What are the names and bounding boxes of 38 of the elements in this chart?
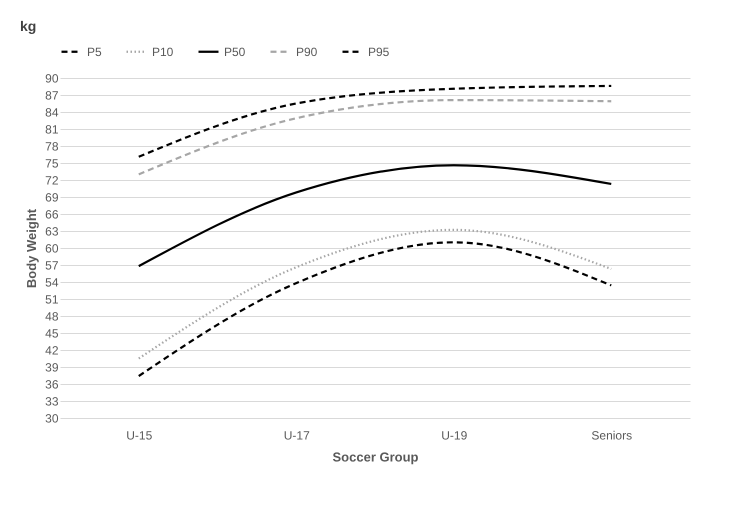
y-tick-label: 69 — [45, 190, 59, 204]
line-series — [138, 164, 612, 268]
line-series — [138, 99, 612, 176]
y-tick-label: 90 — [45, 72, 59, 86]
legend-label: P90 — [296, 44, 318, 59]
y-tick-label: 48 — [45, 310, 59, 324]
y-tick-label: 75 — [45, 156, 59, 170]
y-tick-label: 72 — [45, 174, 59, 188]
legend-label: P50 — [224, 44, 246, 59]
x-tick-label: U-17 — [284, 428, 310, 442]
line-series — [138, 84, 612, 158]
y-tick-label: 81 — [45, 122, 59, 136]
line-series — [138, 228, 612, 360]
legend-label: P95 — [368, 44, 390, 59]
y-tick-label: 63 — [45, 224, 59, 238]
legend-label: P10 — [152, 44, 174, 59]
line-series — [138, 241, 612, 378]
y-tick-label: 45 — [45, 326, 59, 340]
x-axis-title: Soccer Group — [332, 450, 419, 464]
y-tick-label: 78 — [45, 140, 59, 154]
y-tick-label: 66 — [45, 208, 59, 222]
y-tick-label: 60 — [45, 242, 59, 256]
y-axis-title: Body Weight — [24, 208, 40, 288]
y-tick-label: 39 — [45, 360, 59, 374]
x-tick-label: Seniors — [591, 428, 632, 442]
y-tick-label: 87 — [45, 88, 59, 102]
y-tick-label: 57 — [45, 258, 59, 272]
x-tick-label: U-19 — [441, 428, 468, 442]
text: kg — [20, 18, 36, 34]
y-tick-label: 54 — [45, 276, 59, 290]
y-tick-label: 42 — [45, 344, 59, 358]
y-tick-label: 84 — [45, 106, 59, 120]
y-tick-label: 36 — [45, 378, 59, 392]
y-tick-label: 33 — [45, 394, 59, 408]
x-tick-label: U-15 — [126, 428, 153, 442]
y-tick-label: 30 — [45, 412, 59, 426]
legend-label: P5 — [87, 44, 102, 59]
y-tick-label: 51 — [45, 292, 59, 306]
